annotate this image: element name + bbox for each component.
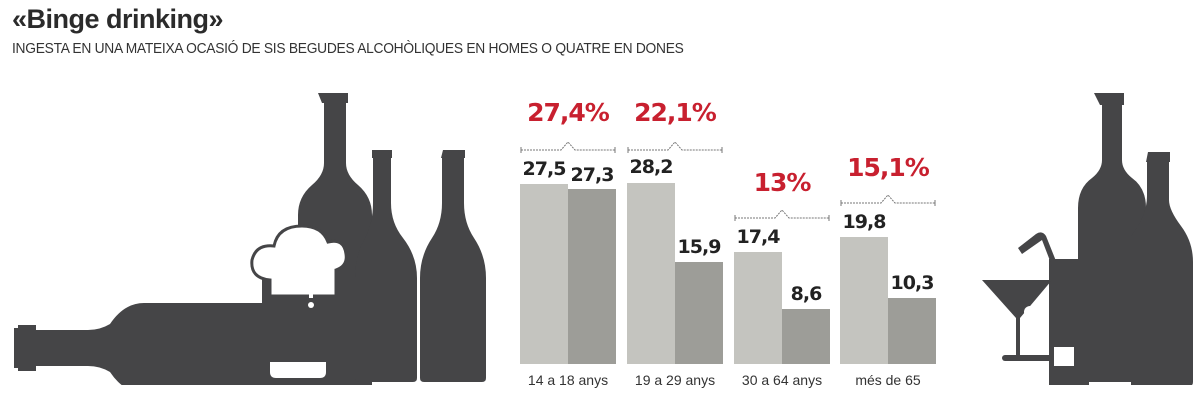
bar-dark-19-29 (675, 262, 723, 364)
group-total-label: 15,1% (847, 153, 930, 182)
group-bracket (627, 141, 723, 153)
bar-dark-14-18 (568, 189, 616, 364)
x-axis-label: 14 a 18 anys (527, 372, 609, 388)
group-total-label: 27,4% (527, 98, 610, 127)
value-label: 28,2 (629, 156, 674, 178)
value-label: 8,6 (790, 283, 823, 305)
bottles-cocktail-illustration (982, 93, 1193, 385)
chart-subtitle: INGESTA EN UNA MATEIXA OCASIÓ DE SIS BEG… (12, 40, 684, 57)
value-label: 17,4 (736, 226, 781, 248)
bar-light-30-64 (734, 252, 782, 364)
x-axis-label: 30 a 64 anys (741, 372, 823, 388)
value-label: 10,3 (890, 272, 935, 294)
bar-light-65plus (840, 237, 888, 364)
chart-title: «Binge drinking» (12, 4, 224, 34)
group-total-label: 22,1% (634, 98, 717, 127)
value-label: 27,5 (522, 158, 567, 180)
x-axis-label: més de 65 (855, 372, 921, 388)
value-label: 27,3 (570, 164, 615, 186)
bar-light-14-18 (520, 184, 568, 364)
group-total-label: 13% (753, 168, 812, 197)
group-bracket (840, 194, 936, 206)
bar-dark-30-64 (782, 309, 830, 364)
bottles-beer-illustration (14, 93, 486, 385)
bar-light-19-29 (627, 183, 675, 364)
group-bracket (734, 209, 830, 221)
x-axis-label: 19 a 29 anys (634, 372, 716, 388)
value-label: 19,8 (842, 211, 887, 233)
group-bracket (520, 141, 616, 153)
value-label: 15,9 (677, 236, 722, 258)
bar-dark-65plus (888, 298, 936, 364)
